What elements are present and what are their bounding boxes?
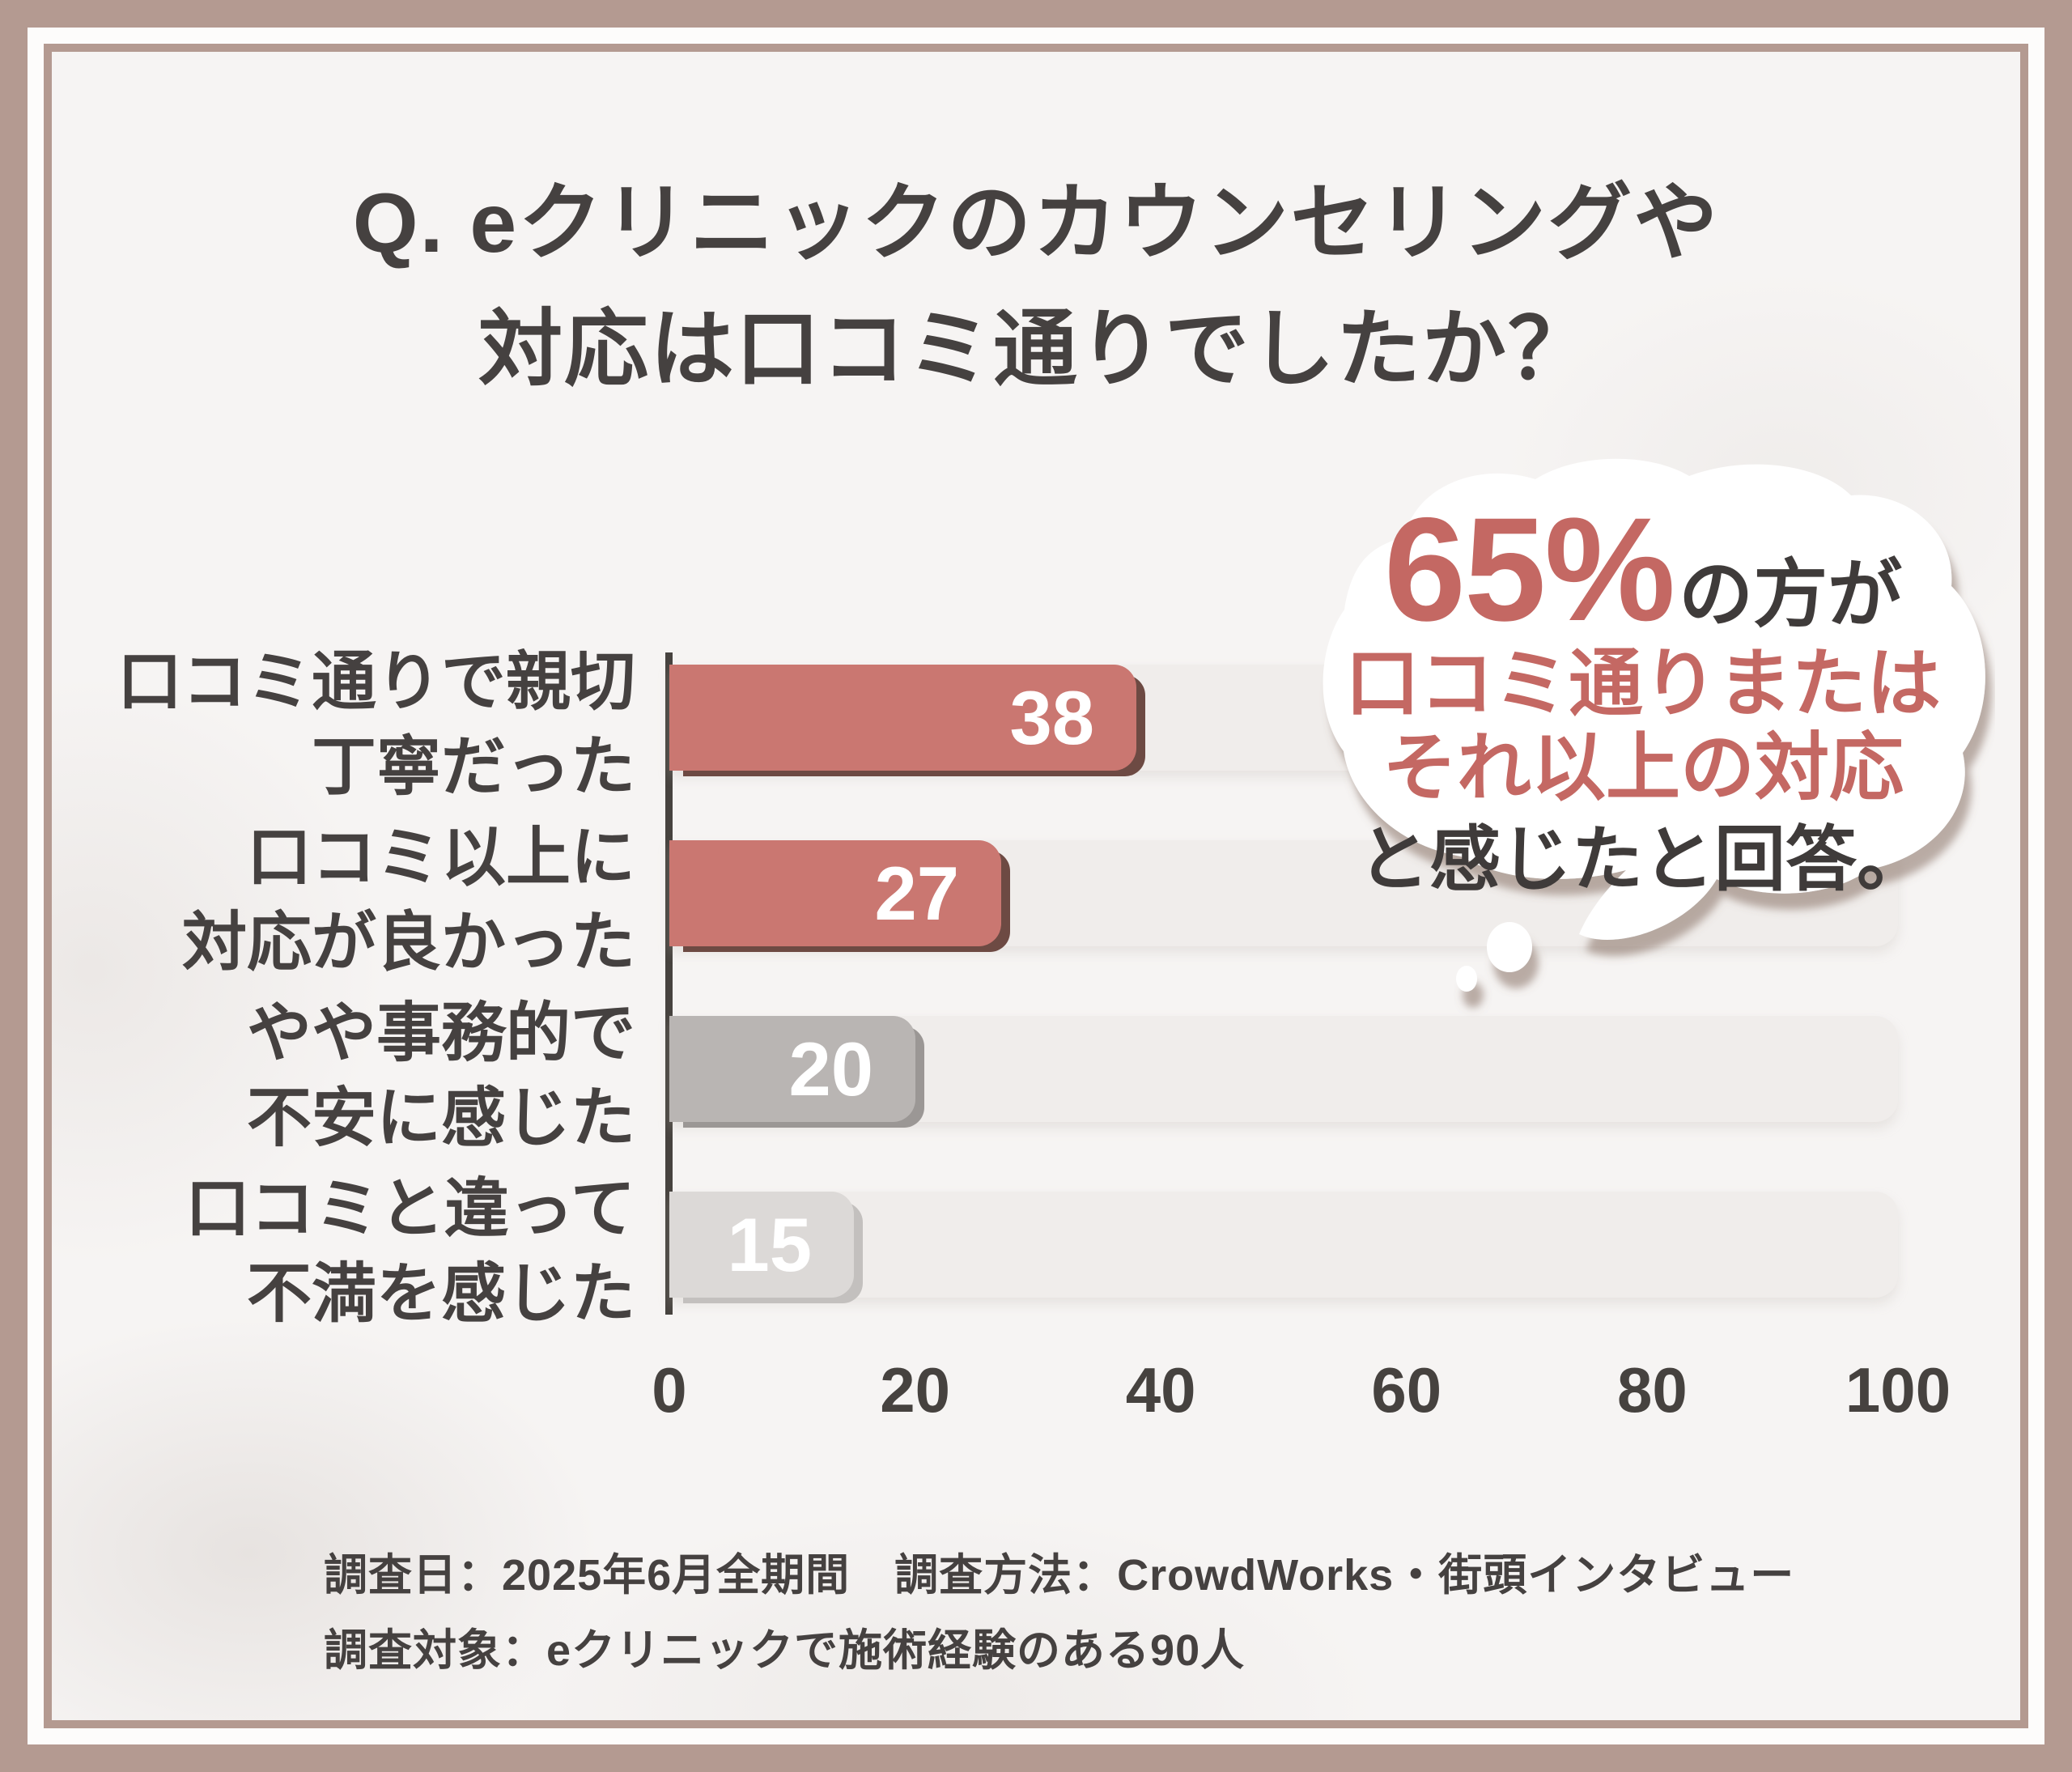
category-label-line: 口コミ以上に (247, 820, 635, 893)
x-tick-80: 80 (1617, 1354, 1688, 1426)
x-tick-100: 100 (1845, 1354, 1951, 1426)
bar-value-label: 15 (727, 1201, 812, 1287)
bar-value-label: 27 (874, 850, 959, 936)
category-label-line: 不安に感じた (247, 1081, 635, 1154)
thought-dot-small (1456, 966, 1477, 992)
bar-3: 15 (669, 1192, 854, 1298)
callout-text: 65% の方が 口コミ通りまたは それ以上の対応 と感じたと回答。 (1327, 495, 1959, 902)
callout-suffix: の方が (1679, 554, 1903, 636)
title-line-1: Q. eクリニックのカウンセリングや (352, 176, 1720, 270)
category-label-line: 丁寧だった (312, 730, 635, 803)
category-label-line: 不満を感じた (247, 1257, 635, 1330)
category-label-line: やや事務的で (247, 996, 635, 1069)
category-label-line: 口コミ通りで親切 (117, 644, 635, 717)
callout-line-2: 口コミ通りまたは (1344, 643, 1941, 725)
x-tick-20: 20 (880, 1354, 950, 1426)
survey-metadata-line-1: 調査日：2025年6月全期間 調査方法：CrowdWorks・街頭インタビュー (324, 1551, 1795, 1600)
title-line-2: 対応は口コミ通りでしたか？ (478, 303, 1594, 397)
x-tick-60: 60 (1371, 1354, 1442, 1426)
bar-0: 38 (669, 665, 1136, 771)
category-label-2: やや事務的で 不安に感じた (61, 990, 635, 1161)
category-label-1: 口コミ以上に対応が良かった (61, 814, 635, 985)
category-label-3: 口コミと違って不満を感じた (61, 1166, 635, 1336)
x-tick-0: 0 (652, 1354, 687, 1426)
speech-bubble-body (1323, 458, 1985, 940)
callout-percentage: 65% (1383, 487, 1675, 652)
y-axis-line (665, 652, 673, 1315)
x-tick-40: 40 (1125, 1354, 1196, 1426)
bar-2: 20 (669, 1016, 915, 1122)
callout-line-3: それ以上の対応 (1382, 726, 1904, 810)
callout-headline: 65% の方が (1327, 495, 1959, 643)
survey-metadata: 調査日：2025年6月全期間 調査方法：CrowdWorks・街頭インタビュー … (324, 1538, 1794, 1689)
bar-1: 27 (669, 840, 1001, 946)
category-label-line: 対応が良かった (182, 906, 635, 979)
thought-dot-large (1487, 922, 1532, 972)
category-label-line: 口コミと違って (185, 1171, 635, 1244)
bar-value-label: 38 (1009, 674, 1094, 760)
callout-line-4: と感じたと回答。 (1357, 818, 1928, 899)
bar-track (669, 1192, 1898, 1298)
survey-metadata-line-2: 調査対象：eクリニックで施術経験のある90人 (324, 1625, 1246, 1675)
bar-value-label: 20 (788, 1026, 873, 1111)
page-title: Q. eクリニックのカウンセリングや 対応は口コミ通りでしたか？ (0, 160, 2072, 413)
speech-bubble (1323, 458, 1985, 992)
category-label-0: 口コミ通りで親切丁寧だった (61, 639, 635, 810)
